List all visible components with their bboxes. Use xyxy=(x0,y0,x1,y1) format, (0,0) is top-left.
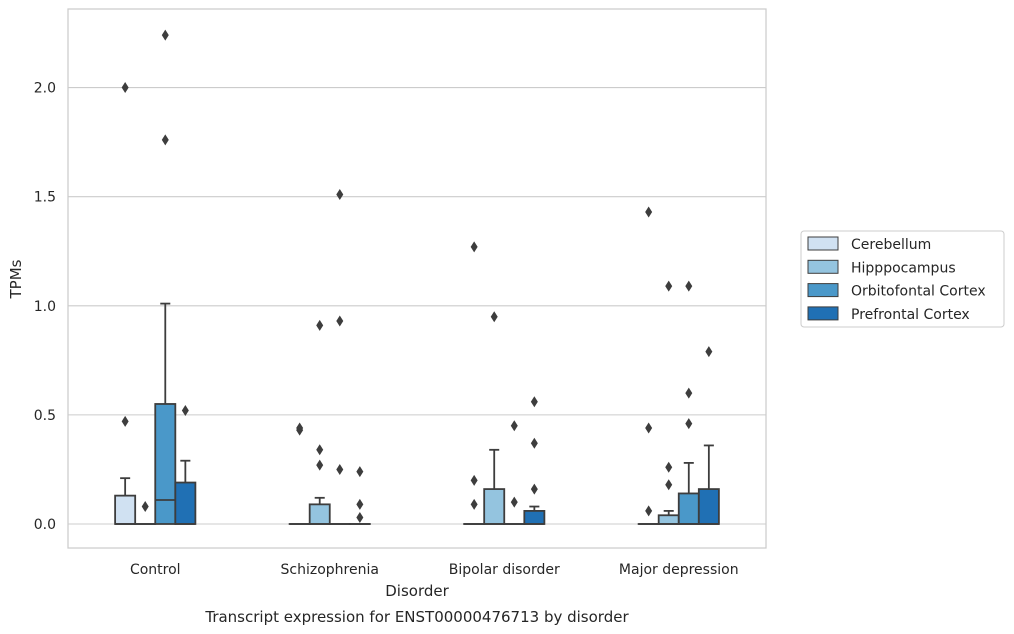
legend-swatch xyxy=(807,259,839,274)
box-2-3 xyxy=(483,311,506,525)
box-body xyxy=(114,494,137,525)
outlier-point xyxy=(470,474,478,486)
box-1-2 xyxy=(288,422,311,525)
outlier-point xyxy=(645,505,653,517)
outlier-point xyxy=(645,422,653,434)
y-tick-label: 2.0 xyxy=(34,81,56,97)
outlier-point xyxy=(181,405,189,417)
outlier-point xyxy=(296,422,304,434)
x-tick-label: Schizophrenia xyxy=(281,562,379,578)
box-body xyxy=(657,514,680,525)
box-1-4 xyxy=(637,206,660,525)
outlier-point xyxy=(316,444,324,456)
outlier-point xyxy=(141,501,149,513)
legend-label: Orbitofontal Cortex xyxy=(851,284,986,300)
box-body xyxy=(677,492,700,525)
box-2-2 xyxy=(308,319,331,525)
x-tick-labels: Control Schizophrenia Bipolar disorder Majo… xyxy=(130,562,739,578)
box-1-3 xyxy=(463,241,486,525)
box-4-4 xyxy=(697,346,720,525)
y-tick-label: 0.5 xyxy=(34,408,56,424)
legend: Cerebellum Hipppocampus Orbitofontal Corte… xyxy=(800,230,1005,328)
box-body xyxy=(483,488,506,525)
box-3-1 xyxy=(154,29,177,525)
outlier-point xyxy=(685,387,693,399)
x-axis-label: Disorder xyxy=(385,582,449,600)
plot-frame xyxy=(67,8,767,549)
y-tick-label: 1.5 xyxy=(34,190,56,206)
y-tick-label: 0.0 xyxy=(34,517,56,533)
outlier-point xyxy=(665,461,673,473)
box-2-4 xyxy=(657,280,680,525)
outlier-point xyxy=(470,498,478,510)
outlier-point xyxy=(336,188,344,200)
outlier-point xyxy=(161,29,169,41)
legend-swatch xyxy=(807,283,839,298)
legend-label: Hipppocampus xyxy=(851,260,956,276)
chart-title: Transcript expression for ENST0000047671… xyxy=(204,608,629,626)
outlier-point xyxy=(665,280,673,292)
box-body xyxy=(308,503,331,525)
x-tick-label: Major depression xyxy=(619,562,739,578)
outlier-point xyxy=(336,463,344,475)
outlier-point xyxy=(336,315,344,327)
outlier-point xyxy=(665,479,673,491)
outlier-point xyxy=(510,496,518,508)
outlier-point xyxy=(685,280,693,292)
outlier-point xyxy=(685,418,693,430)
outlier-point xyxy=(161,134,169,146)
outlier-point xyxy=(121,415,129,427)
outlier-point xyxy=(645,206,653,218)
box-4-2 xyxy=(348,466,371,525)
box-3-2 xyxy=(328,188,351,525)
outlier-point xyxy=(470,241,478,253)
x-tick-label: Control xyxy=(130,562,181,578)
plot-background xyxy=(68,9,766,548)
outlier-point xyxy=(530,437,538,449)
x-tick-label: Bipolar disorder xyxy=(449,562,560,578)
box-body xyxy=(697,488,720,525)
legend-swatch xyxy=(807,236,839,251)
outlier-point xyxy=(356,498,364,510)
outlier-point xyxy=(356,466,364,478)
y-axis-label: TPMs xyxy=(7,259,25,299)
y-tick-label: 1.0 xyxy=(34,299,56,315)
outlier-point xyxy=(356,511,364,523)
y-tick-labels: 0.0 0.5 1.0 1.5 2.0 xyxy=(34,81,56,533)
legend-swatch xyxy=(807,306,839,321)
box-4-3 xyxy=(523,396,546,525)
box-body xyxy=(523,510,546,525)
outlier-point xyxy=(530,483,538,495)
box-marks xyxy=(114,29,720,525)
legend-frame xyxy=(800,230,1005,328)
box-4-1 xyxy=(174,405,197,525)
box-3-4 xyxy=(677,280,700,525)
outlier-point xyxy=(121,82,129,94)
outlier-point xyxy=(316,319,324,331)
legend-label: Cerebellum xyxy=(851,237,931,253)
outlier-point xyxy=(490,311,498,323)
box-body xyxy=(154,403,177,525)
box-1-1 xyxy=(114,82,137,525)
outlier-point xyxy=(316,459,324,471)
legend-label: Prefrontal Cortex xyxy=(851,307,970,323)
outlier-point xyxy=(530,396,538,408)
outlier-point xyxy=(510,420,518,432)
outlier-point xyxy=(705,346,713,358)
box-body xyxy=(174,481,197,525)
